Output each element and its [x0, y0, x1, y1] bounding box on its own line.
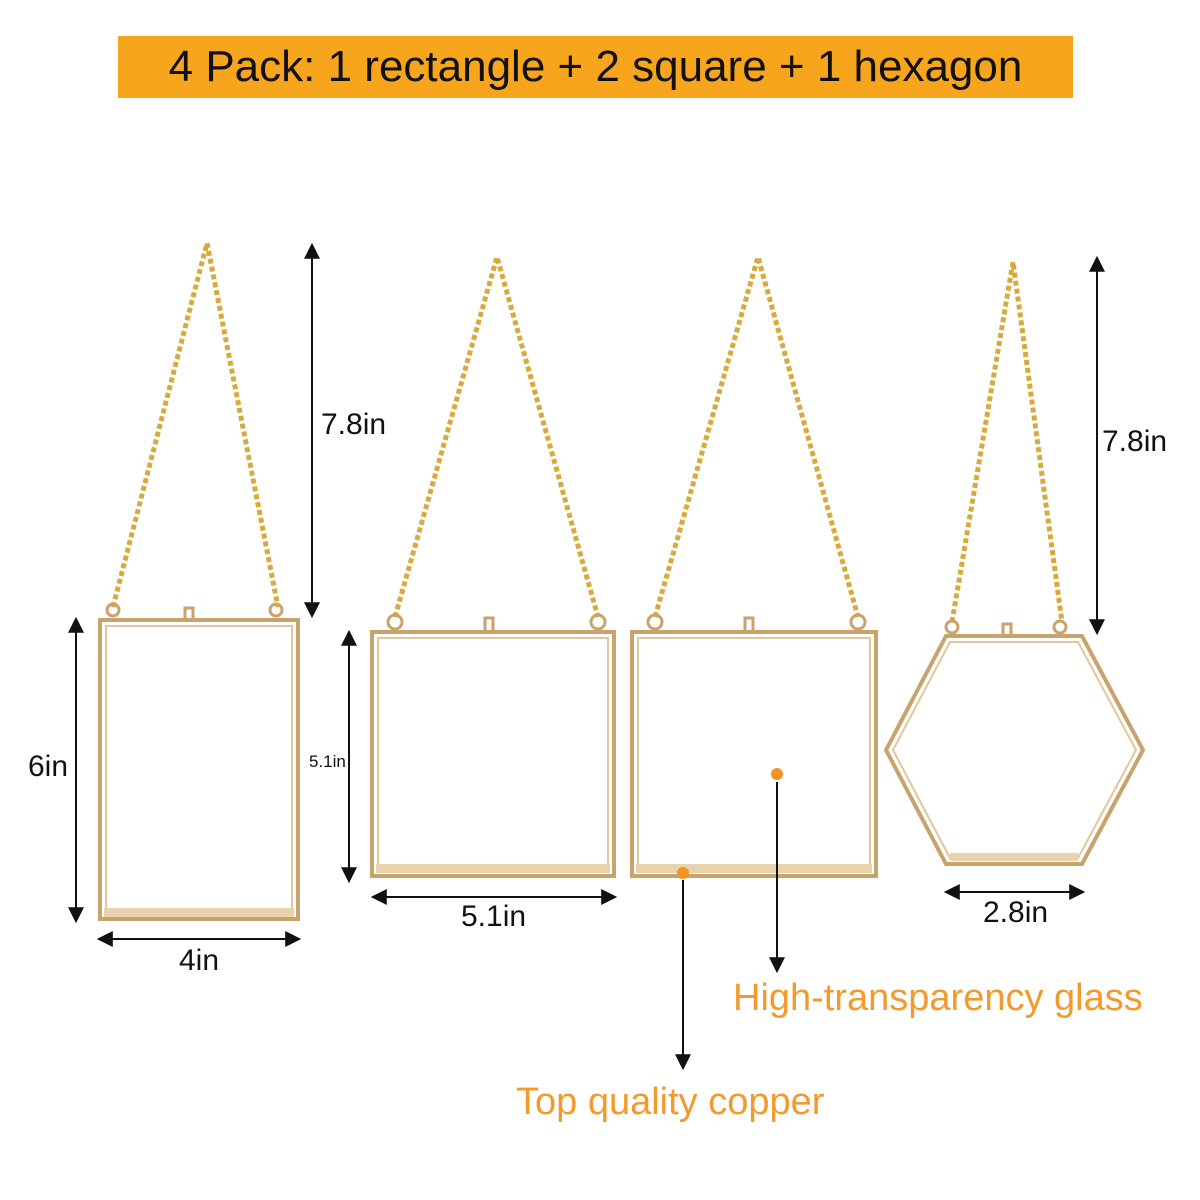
square-height-label: 5.1in [309, 752, 346, 771]
hexagon-frame [883, 261, 1146, 866]
rect-chain-label: 7.8in [321, 408, 387, 441]
copper-callout-label: Top quality copper [516, 1081, 825, 1123]
hex-width-label: 2.8in [983, 896, 1049, 929]
dimension-arrows [68, 242, 1105, 947]
square-2-chain [652, 247, 861, 618]
rect-width-label: 4in [179, 944, 220, 977]
hex-chain-label: 7.8in [1102, 425, 1168, 458]
glass-callout-label: High-transparency glass [733, 977, 1143, 1019]
rectangle-chain [110, 242, 281, 608]
square-width-label: 5.1in [461, 900, 527, 933]
rect-height-label: 6in [28, 750, 69, 783]
hexagon-chain [949, 261, 1065, 623]
pack-title-banner: 4 Pack: 1 rectangle + 2 square + 1 hexag… [118, 36, 1073, 98]
square-frame-1 [370, 247, 616, 878]
copper-callout-dot [677, 867, 689, 879]
square-frame-2 [630, 247, 878, 878]
rectangle-frame [98, 242, 300, 921]
square-1-chain [392, 247, 601, 618]
glass-callout-dot [771, 768, 783, 780]
callout-pointers [675, 768, 785, 1071]
